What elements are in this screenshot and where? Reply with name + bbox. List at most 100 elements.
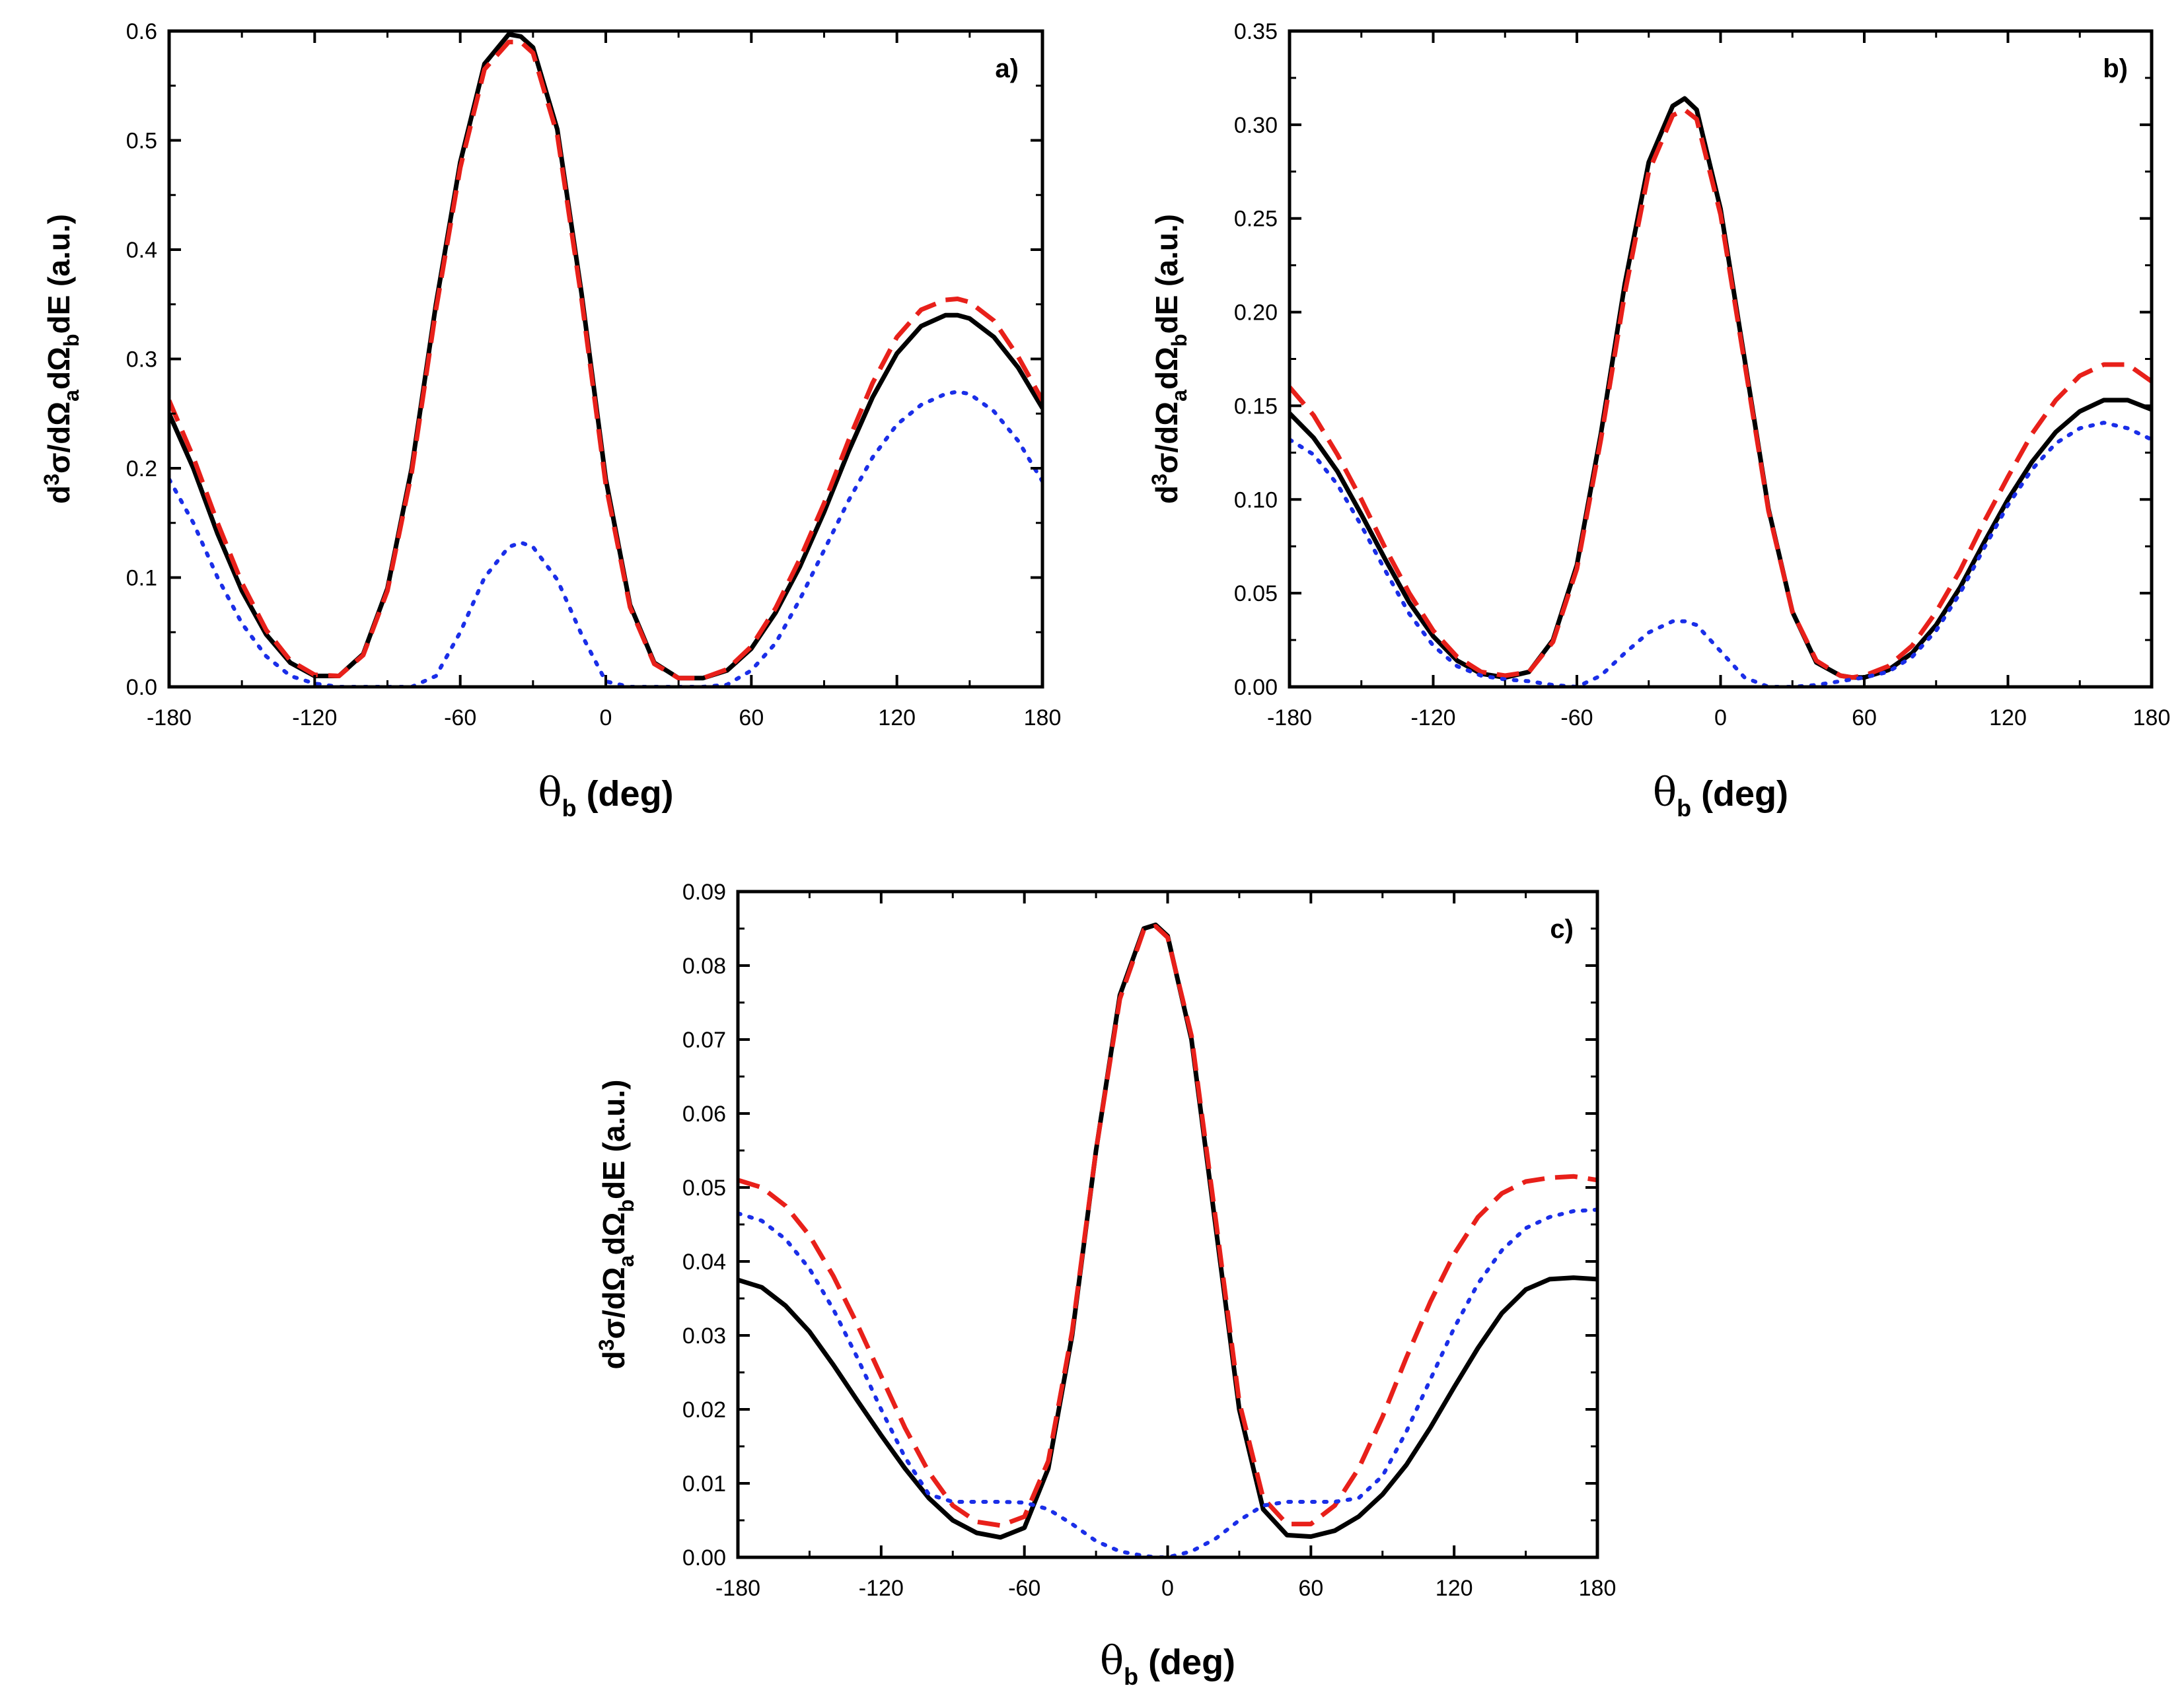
x-tick-label: -180: [147, 705, 192, 730]
x-axis-symbol: θ: [1100, 1638, 1124, 1684]
plot-frame: [1288, 29, 2154, 689]
x-tick-label: 60: [1852, 705, 1877, 730]
plot-frame: [736, 890, 1599, 1559]
y-title-mid: σ/dΩ: [597, 1267, 631, 1339]
x-tick-label: -180: [715, 1576, 760, 1601]
series-line-dashed: [169, 40, 1042, 681]
x-tick-label: 120: [1989, 705, 2027, 730]
series-line-dashed: [738, 924, 1597, 1528]
y-tick-label: 0.4: [126, 238, 157, 263]
y-tick-label: 0.1: [126, 566, 157, 591]
y-tick-label: 0.05: [1234, 581, 1278, 606]
x-axis-unit: (deg): [577, 774, 674, 814]
series-line-solid: [1290, 96, 2152, 680]
x-tick-label: -60: [1560, 705, 1593, 730]
y-title-sup: 3: [40, 474, 63, 485]
y-tick-label: 0.06: [682, 1102, 726, 1127]
x-tick-label: 120: [878, 705, 916, 730]
y-title-mid: σ/dΩ: [42, 402, 76, 474]
x-tick-label: 0: [1714, 705, 1727, 730]
panel-b: -180 -120 -60 0 60 120 180 0.00 0.05 0.10 0.15 0.20…: [1147, 19, 2170, 822]
x-axis-title: θb (deg): [1653, 769, 1788, 822]
series-line-dotted: [1290, 421, 2152, 687]
x-axis-title: θb (deg): [1100, 1638, 1235, 1690]
y-tick-label: 0.00: [1234, 675, 1278, 700]
y-axis-title: d3σ/dΩadΩbdE (a.u.): [595, 1080, 638, 1370]
x-axis-subscript: b: [1124, 1663, 1138, 1690]
y-title-end: dE (a.u.): [42, 214, 76, 334]
x-axis-subscript: b: [1677, 795, 1691, 822]
y-tick-label: 0.15: [1234, 394, 1278, 419]
y-title-end: dE (a.u.): [1149, 214, 1184, 334]
y-title-domega: dΩ: [1149, 347, 1184, 390]
y-title-sub-a: a: [614, 1255, 638, 1267]
y-tick-label: 0.20: [1234, 300, 1278, 326]
y-tick-label: 0.6: [126, 19, 157, 44]
y-title-domega: dΩ: [42, 347, 76, 390]
plot-frame: [167, 29, 1044, 689]
x-axis-symbol: θ: [538, 769, 562, 816]
y-title-domega: dΩ: [597, 1213, 631, 1255]
x-axis-unit: (deg): [1138, 1643, 1235, 1682]
y-tick-label: 0.35: [1234, 19, 1278, 44]
series-line-dotted: [738, 1207, 1597, 1557]
y-tick-label: 0.05: [682, 1176, 726, 1201]
x-tick-label: -120: [292, 705, 337, 730]
y-tick-label: 0.00: [682, 1545, 726, 1571]
y-title-d: d: [1149, 485, 1184, 504]
x-axis-symbol: θ: [1653, 769, 1677, 816]
y-title-end: dE (a.u.): [597, 1080, 631, 1199]
x-tick-label: 0: [1161, 1576, 1174, 1601]
y-title-sub-b: b: [59, 334, 83, 347]
x-tick-label: 180: [2133, 705, 2171, 730]
x-axis-unit: (deg): [1691, 774, 1788, 814]
series-line-dotted: [169, 390, 1042, 687]
x-tick-label: 60: [739, 705, 764, 730]
panel-label: a): [995, 54, 1019, 83]
series-line-dashed: [1290, 107, 2152, 680]
y-title-sup: 3: [1147, 474, 1171, 485]
y-title-sup: 3: [595, 1339, 618, 1351]
y-tick-label: 0.5: [126, 129, 157, 154]
panel-c: -180 -120 -60 0 60 120 180 0.00 0.01 0.02 0.03 0.04…: [595, 880, 1616, 1690]
y-title-mid: σ/dΩ: [1149, 402, 1184, 474]
x-tick-label: -120: [859, 1576, 904, 1601]
x-tick-label: 180: [1024, 705, 1062, 730]
x-tick-label: -180: [1267, 705, 1312, 730]
y-title-d: d: [597, 1351, 631, 1369]
y-tick-label: 0.04: [682, 1250, 726, 1275]
x-axis-title: θb (deg): [538, 769, 673, 822]
y-tick-label: 0.01: [682, 1471, 726, 1497]
y-axis-title: d3σ/dΩadΩbdE (a.u.): [1147, 214, 1191, 504]
x-tick-label: 180: [1579, 1576, 1617, 1601]
y-title-sub-b: b: [614, 1199, 638, 1213]
y-tick-label: 0.07: [682, 1028, 726, 1053]
panel-a: -180 -120 -60 0 60 120 180 0.0 0.1 0.2 0.3 0.4 0.5 0.…: [40, 19, 1061, 822]
series-line-solid: [738, 922, 1597, 1540]
y-tick-label: 0.08: [682, 954, 726, 979]
y-axis-title: d3σ/dΩadΩbdE (a.u.): [40, 214, 83, 504]
x-axis-subscript: b: [562, 795, 577, 822]
panel-label: b): [2103, 54, 2128, 83]
y-tick-label: 0.09: [682, 880, 726, 905]
y-tick-label: 0.25: [1234, 207, 1278, 232]
y-tick-label: 0.10: [1234, 487, 1278, 512]
y-tick-label: 0.2: [126, 456, 157, 481]
y-title-sub-a: a: [59, 390, 83, 402]
y-tick-label: 0.03: [682, 1324, 726, 1349]
x-tick-label: 120: [1436, 1576, 1473, 1601]
x-tick-label: -60: [1008, 1576, 1040, 1601]
y-tick-label: 0.02: [682, 1397, 726, 1423]
y-tick-label: 0.3: [126, 347, 157, 372]
y-title-sub-b: b: [1167, 334, 1191, 347]
panel-label: c): [1550, 915, 1574, 944]
x-tick-label: 0: [600, 705, 612, 730]
y-tick-label: 0.0: [126, 675, 157, 700]
series-line-solid: [169, 32, 1042, 681]
x-tick-label: -60: [444, 705, 476, 730]
x-tick-label: 60: [1298, 1576, 1323, 1601]
y-title-sub-a: a: [1167, 390, 1191, 402]
y-title-d: d: [42, 485, 76, 504]
y-tick-label: 0.30: [1234, 113, 1278, 138]
